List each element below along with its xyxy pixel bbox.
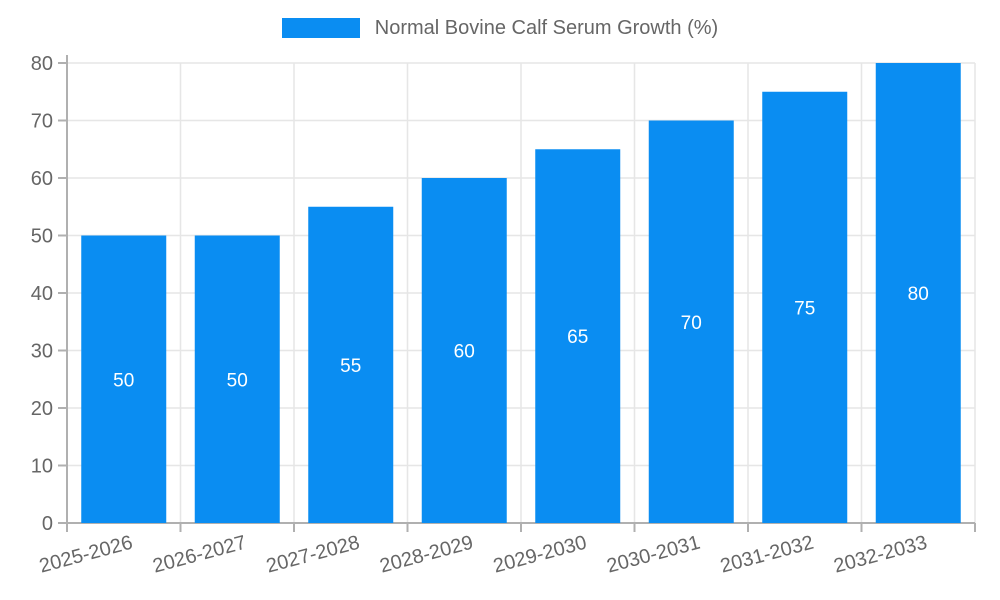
x-tick-label: 2028-2029 (377, 532, 475, 578)
bar (194, 235, 280, 523)
x-tick-label: 2027-2028 (264, 532, 362, 578)
bar-value-label: 70 (681, 313, 702, 334)
x-tick-label: 2029-2030 (491, 532, 589, 578)
bar (875, 63, 961, 523)
y-tick-label: 30 (31, 341, 53, 363)
bar (762, 91, 848, 523)
x-tick-label: 2026-2027 (150, 532, 248, 578)
bar-value-label: 75 (794, 298, 815, 319)
bar-value-label: 50 (227, 370, 248, 391)
bar (81, 235, 167, 523)
bar-value-label: 50 (113, 370, 134, 391)
y-tick-label: 0 (42, 513, 53, 535)
x-tick-label: 2025-2026 (37, 532, 135, 578)
legend-label[interactable]: Normal Bovine Calf Serum Growth (%) (374, 17, 719, 39)
bar-value-label: 65 (567, 327, 588, 348)
y-tick-label: 40 (31, 283, 53, 305)
y-tick-label: 60 (31, 168, 53, 190)
bar (421, 178, 507, 523)
x-tick-label: 2030-2031 (604, 532, 702, 578)
y-tick-label: 50 (31, 226, 53, 248)
y-tick-label: 80 (31, 53, 53, 75)
y-tick-label: 10 (31, 456, 53, 478)
bar-value-label: 55 (340, 356, 361, 377)
bar (535, 149, 621, 523)
x-tick-label: 2032-2033 (831, 532, 929, 578)
bar-value-label: 80 (908, 284, 929, 305)
bar (648, 120, 734, 523)
legend[interactable]: Normal Bovine Calf Serum Growth (%) (0, 18, 1000, 38)
y-tick-label: 70 (31, 111, 53, 133)
legend-swatch[interactable] (281, 18, 360, 38)
bar (308, 206, 394, 523)
bar-value-label: 60 (454, 342, 475, 363)
y-tick-label: 20 (31, 398, 53, 420)
x-tick-label: 2031-2032 (718, 532, 816, 578)
